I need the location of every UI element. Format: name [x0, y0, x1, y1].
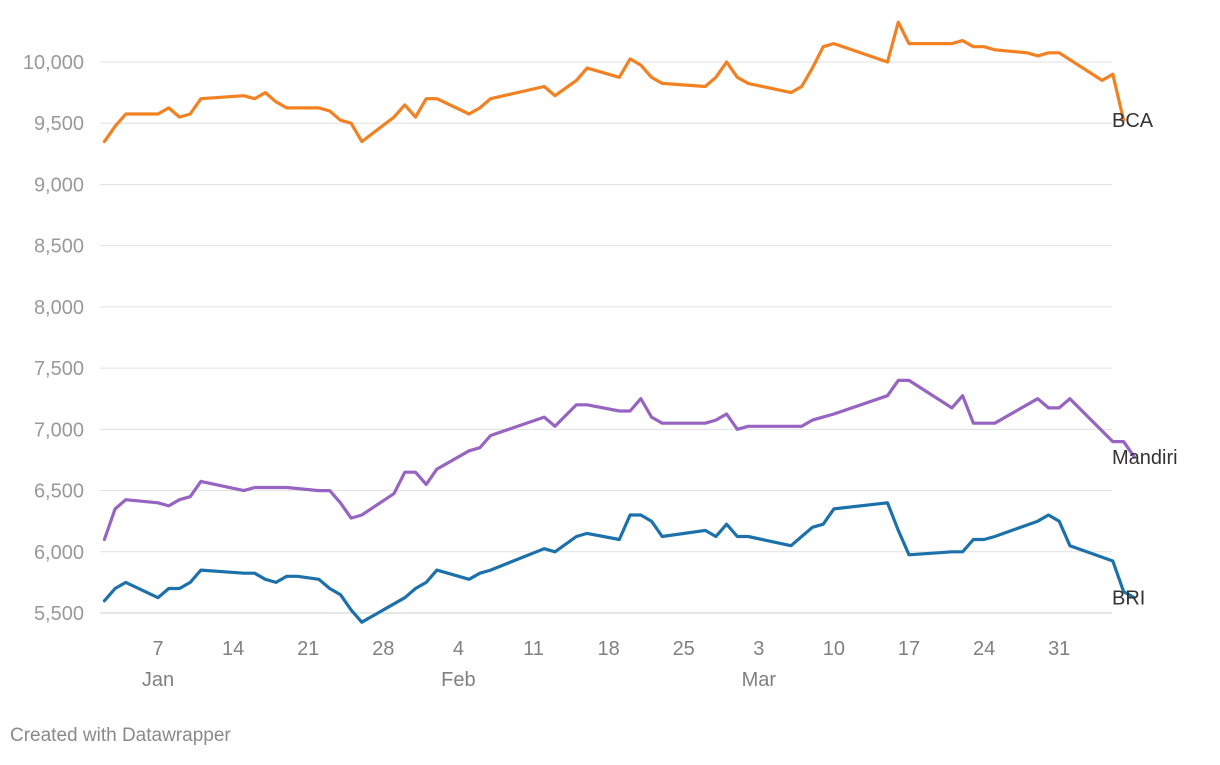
- y-tick-label: 7,500: [34, 358, 84, 380]
- series-line-mandiri: [102, 378, 1136, 542]
- y-tick-label: 9,000: [34, 174, 84, 196]
- x-tick-label: 14: [222, 638, 244, 660]
- x-tick-label: 28: [372, 638, 394, 660]
- series-line-bri: [102, 501, 1136, 624]
- y-tick-label: 6,000: [34, 542, 84, 564]
- x-tick-label: 18: [597, 638, 619, 660]
- x-month-label: Jan: [142, 669, 174, 691]
- series-label-bca: BCA: [1112, 110, 1154, 132]
- x-month-label: Feb: [441, 669, 475, 691]
- y-tick-label: 8,500: [34, 236, 84, 258]
- y-tick-label: 6,500: [34, 481, 84, 503]
- x-tick-label: 10: [823, 638, 845, 660]
- x-tick-label: 24: [973, 638, 995, 660]
- credit-text: Created with Datawrapper: [10, 725, 231, 746]
- series-line-bca: [102, 20, 1126, 144]
- series-layer: [102, 20, 1136, 624]
- series-labels: BCA Mandiri BRI: [1112, 110, 1178, 610]
- series-label-mandiri: Mandiri: [1112, 447, 1178, 469]
- x-tick-label: 11: [523, 638, 544, 660]
- x-tick-label: 31: [1048, 638, 1070, 660]
- y-axis: 5,500 6,000 6,500 7,000 7,500 8,000 8,500 9,000…: [23, 52, 84, 625]
- y-tick-label: 10,000: [23, 52, 84, 74]
- x-axis: 7 Jan 14 21 28 4 Feb 11 18 25 3 Mar 10 17 24 31: [142, 638, 1070, 691]
- x-tick-label: 7: [152, 638, 163, 660]
- x-tick-label: 17: [898, 638, 920, 660]
- y-tick-label: 5,500: [34, 603, 84, 625]
- x-tick-label: 25: [673, 638, 695, 660]
- grid-layer: [100, 61, 1112, 614]
- y-tick-label: 8,000: [34, 297, 84, 319]
- x-month-label: Mar: [742, 669, 777, 691]
- y-tick-label: 7,000: [34, 419, 84, 441]
- x-tick-label: 3: [753, 638, 764, 660]
- series-label-bri: BRI: [1112, 588, 1145, 610]
- y-tick-label: 9,500: [34, 113, 84, 135]
- x-tick-label: 4: [453, 638, 464, 660]
- x-tick-label: 21: [297, 638, 319, 660]
